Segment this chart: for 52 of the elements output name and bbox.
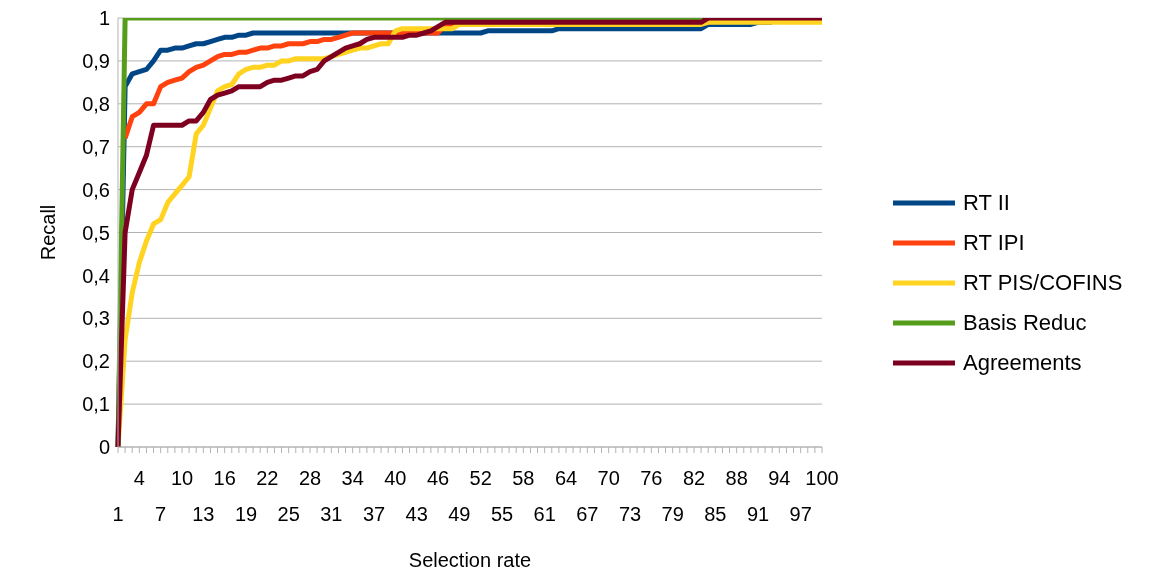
x-tick-label: 22 [256,467,279,489]
x-tick-label: 94 [768,467,791,489]
legend-label: RT IPI [963,230,1025,256]
x-tick-label: 85 [704,503,727,525]
x-tick-label: 25 [277,503,300,525]
x-tick-label: 67 [576,503,599,525]
x-tick-label: 91 [746,503,770,525]
x-tick-label: 73 [618,503,642,525]
y-tick-label: 0,3 [82,307,110,330]
x-tick-label: 52 [469,467,492,489]
x-tick-label: 100 [805,467,839,489]
legend-label: Agreements [963,350,1082,376]
x-tick-label: 7 [155,503,167,525]
legend-label: Basis Reduc [963,310,1087,336]
y-axis-title: Recall [37,204,60,261]
x-tick-label: 88 [725,467,748,489]
x-tick-label: 79 [661,503,684,525]
x-tick-label: 1 [112,503,124,525]
x-tick-label: 58 [512,467,535,489]
x-tick-label: 76 [640,467,663,489]
x-tick-label: 97 [789,503,812,525]
x-tick-label: 43 [405,503,428,525]
x-tick-label: 19 [234,503,258,525]
x-tick-label: 64 [554,467,578,489]
x-tick-label: 13 [192,503,215,525]
y-tick-label: 0,5 [82,221,110,244]
y-tick-label: 0,2 [82,350,110,373]
legend-label: RT II [963,190,1010,216]
y-tick-label: 0,7 [82,135,110,158]
x-tick-label: 28 [298,467,322,489]
y-tick-label: 0,9 [82,50,110,72]
x-tick-label: 10 [170,467,194,489]
x-tick-label: 46 [426,467,450,489]
x-tick-label: 82 [682,467,706,489]
y-tick-label: 0,8 [82,92,110,115]
x-tick-label: 16 [213,467,236,489]
y-tick-label: 1 [98,7,110,30]
x-axis-title: Selection rate [408,549,532,571]
x-tick-label: 49 [448,503,471,525]
x-tick-label: 70 [597,467,620,489]
x-tick-label: 40 [384,467,407,489]
y-tick-label: 0 [98,436,110,459]
legend-label: RT PIS/COFINS [963,270,1123,296]
x-tick-label: 61 [533,503,556,525]
x-tick-label: 37 [362,503,386,525]
y-tick-label: 0,4 [82,264,110,287]
x-tick-label: 55 [490,503,514,525]
y-tick-label: 0,1 [82,393,110,416]
x-tick-label: 4 [133,467,145,489]
y-tick-label: 0,6 [82,178,110,201]
x-tick-label: 34 [341,467,364,489]
x-tick-label: 31 [320,503,343,525]
